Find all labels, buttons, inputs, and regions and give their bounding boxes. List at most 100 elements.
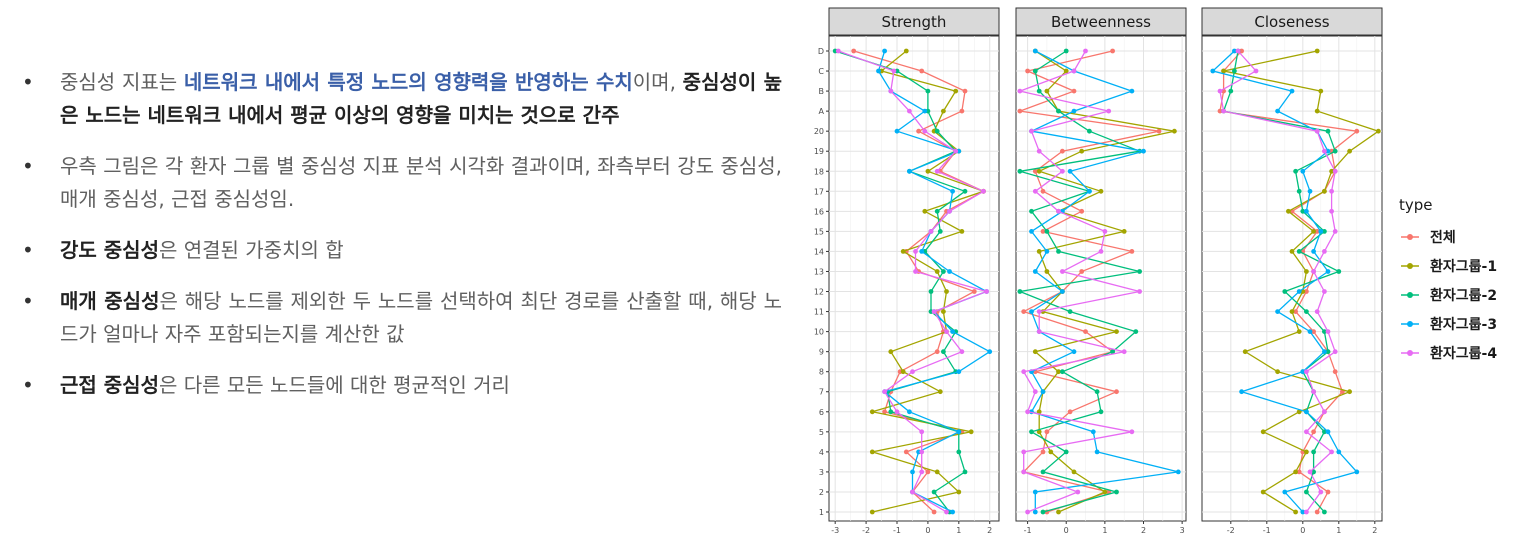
data-point (1106, 108, 1112, 114)
data-point (1071, 68, 1077, 74)
data-point (1329, 168, 1334, 174)
data-point (1036, 148, 1042, 154)
data-point (1114, 329, 1119, 334)
facet-panel (1201, 35, 1383, 522)
data-point (971, 289, 977, 294)
series-line (1211, 50, 1358, 513)
y-tick-label: 19 (814, 147, 824, 156)
data-point (903, 48, 909, 54)
data-point (1289, 309, 1295, 314)
data-point (1336, 449, 1342, 455)
data-point (1087, 128, 1092, 134)
data-point (919, 429, 925, 435)
y-tick-label: 2 (819, 488, 824, 497)
data-point (1110, 349, 1115, 355)
bullet-5-text: 은 다른 모든 노드들에 대한 평균적인 거리 (158, 373, 510, 397)
y-tick-label: 6 (819, 408, 824, 417)
series-환자그룹-3 (1210, 48, 1360, 515)
data-point (910, 469, 915, 475)
data-point (968, 429, 974, 435)
data-point (835, 48, 841, 54)
legend-key-dot (1407, 321, 1413, 327)
data-point (1017, 88, 1023, 94)
data-point (1300, 208, 1306, 214)
bullet-1-highlight: 네트워크 내에서 특정 노드의 영향력을 반영하는 수치 (183, 70, 633, 94)
bullet-dot: • (22, 289, 34, 313)
data-point (1260, 429, 1266, 435)
data-point (1332, 369, 1338, 375)
bullet-dot: • (22, 70, 34, 94)
data-point (1296, 469, 1302, 475)
data-point (1029, 128, 1034, 134)
x-tick-label: 2 (987, 526, 992, 535)
data-point (1060, 369, 1065, 375)
bullet-dot: • (22, 373, 34, 397)
data-point (1293, 168, 1298, 174)
data-point (913, 269, 918, 274)
data-point (1056, 509, 1061, 515)
data-point (894, 409, 900, 415)
data-point (882, 409, 887, 415)
data-point (1067, 409, 1073, 415)
data-point (1347, 148, 1352, 154)
y-tick-label: A (819, 107, 825, 116)
data-point (1083, 329, 1088, 334)
data-point (953, 88, 959, 94)
x-tick-label: 0 (1300, 526, 1305, 535)
y-tick-label: 9 (819, 348, 824, 357)
data-point (1036, 409, 1042, 415)
data-point (934, 168, 940, 174)
data-point (1282, 489, 1288, 495)
data-point (934, 349, 940, 355)
data-point (953, 148, 959, 154)
data-point (1032, 68, 1038, 74)
data-point (1318, 229, 1324, 234)
y-tick-label: 1 (819, 508, 824, 517)
data-point (1056, 369, 1061, 375)
data-point (1332, 148, 1338, 154)
data-point (907, 168, 912, 174)
data-point (1322, 429, 1327, 435)
data-point (950, 188, 955, 194)
data-point (931, 509, 937, 515)
data-point (962, 188, 968, 194)
data-point (1322, 148, 1327, 154)
bullet-item-4: • 매개 중심성은 해당 노드를 제외한 두 노드를 선택하여 최단 경로를 산… (22, 285, 782, 351)
data-point (1021, 449, 1027, 455)
y-tick-label: 13 (814, 267, 824, 276)
legend-entry: 환자그룹-4 (1401, 345, 1497, 362)
data-point (1239, 48, 1244, 54)
data-point (1060, 289, 1065, 294)
data-point (1322, 509, 1327, 515)
data-point (1129, 429, 1135, 435)
y-tick-label: 11 (814, 308, 824, 317)
data-point (1286, 208, 1291, 214)
data-point (956, 429, 962, 435)
data-point (1239, 389, 1244, 395)
data-point (1304, 509, 1309, 515)
data-point (947, 208, 952, 214)
data-point (1044, 269, 1050, 274)
y-tick-label: 8 (819, 368, 824, 377)
y-tick-label: 16 (814, 207, 824, 216)
data-point (1322, 229, 1327, 234)
data-point (941, 269, 946, 274)
data-point (1060, 148, 1065, 154)
data-point (1017, 168, 1023, 174)
data-point (1056, 249, 1061, 254)
data-point (1032, 188, 1038, 194)
data-point (894, 128, 900, 134)
data-point (1021, 369, 1027, 375)
data-point (1289, 249, 1295, 254)
bullet-1-text-2: 이며, (632, 70, 683, 94)
data-point (922, 128, 928, 134)
legend-label: 환자그룹-3 (1430, 316, 1497, 333)
data-point (1325, 429, 1331, 435)
data-point (1307, 188, 1313, 194)
facet-title: Strength (882, 13, 947, 31)
legend-label: 환자그룹-2 (1430, 287, 1497, 304)
data-point (934, 128, 940, 134)
data-point (1325, 329, 1331, 334)
data-point (1102, 489, 1108, 495)
data-point (1029, 208, 1034, 214)
